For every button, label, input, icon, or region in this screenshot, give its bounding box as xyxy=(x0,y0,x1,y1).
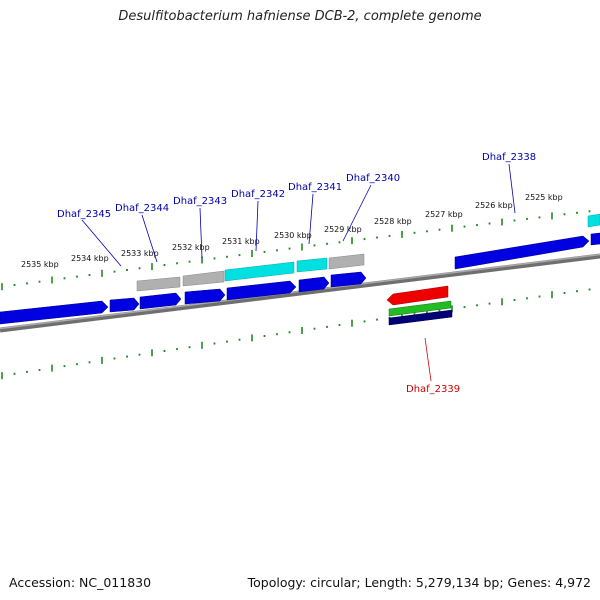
scale-label: 2533 kbp xyxy=(121,249,159,258)
cds-arrow[interactable] xyxy=(184,288,226,305)
scale-labels: 2535 kbp 2534 kbp 2533 kbp 2532 kbp 2531… xyxy=(21,193,563,269)
scale-label: 2527 kbp xyxy=(425,210,463,219)
gene-label-dhaf-2338[interactable]: Dhaf_2338 xyxy=(482,152,536,163)
scale-label: 2534 kbp xyxy=(71,254,109,263)
accession-text: Accession: NC_011830 xyxy=(9,575,152,590)
gene-labels: Dhaf_2345 Dhaf_2344 Dhaf_2343 Dhaf_2342 … xyxy=(57,152,536,395)
map-title: Desulfitobacterium hafniense DCB-2, comp… xyxy=(118,9,482,24)
cds-arrow[interactable] xyxy=(109,297,140,313)
label-leaders xyxy=(81,163,516,382)
reverse-features xyxy=(386,285,453,326)
cds-arrow[interactable] xyxy=(454,235,590,270)
gene-label-dhaf-2343[interactable]: Dhaf_2343 xyxy=(173,196,227,207)
gene-label-dhaf-2339[interactable]: Dhaf_2339 xyxy=(406,384,460,395)
gene-label-dhaf-2340[interactable]: Dhaf_2340 xyxy=(346,173,400,184)
scale-label: 2532 kbp xyxy=(172,243,210,252)
cds-arrow[interactable] xyxy=(298,276,330,293)
outer-scale xyxy=(1,210,591,291)
scale-label: 2530 kbp xyxy=(274,231,312,240)
navy-feature[interactable] xyxy=(388,309,453,326)
scale-label: 2526 kbp xyxy=(475,201,513,210)
cds-arrow[interactable] xyxy=(330,271,367,288)
gene-label-dhaf-2344[interactable]: Dhaf_2344 xyxy=(115,203,169,214)
scale-label: 2529 kbp xyxy=(324,225,362,234)
rna-feature[interactable] xyxy=(587,213,600,228)
genome-summary: Topology: circular; Length: 5,279,134 bp… xyxy=(247,575,591,590)
green-feature[interactable] xyxy=(388,300,452,317)
rna-feature[interactable] xyxy=(296,257,328,273)
gene-label-dhaf-2342[interactable]: Dhaf_2342 xyxy=(231,189,285,200)
rna-features xyxy=(224,213,600,282)
gene-features xyxy=(136,253,365,292)
scale-label: 2525 kbp xyxy=(525,193,563,202)
cds-arrow[interactable] xyxy=(0,300,109,325)
red-feature[interactable] xyxy=(386,285,449,306)
rna-feature[interactable] xyxy=(224,261,295,282)
cds-arrow[interactable] xyxy=(139,292,182,310)
scale-label: 2535 kbp xyxy=(21,260,59,269)
scale-label: 2528 kbp xyxy=(374,217,412,226)
gene-label-dhaf-2345[interactable]: Dhaf_2345 xyxy=(57,209,111,220)
gene-feature[interactable] xyxy=(136,276,181,292)
cds-features xyxy=(0,232,600,325)
gene-feature[interactable] xyxy=(328,253,365,270)
gene-feature[interactable] xyxy=(182,270,225,287)
scale-label: 2531 kbp xyxy=(222,237,260,246)
gene-label-dhaf-2341[interactable]: Dhaf_2341 xyxy=(288,182,342,193)
cds-arrow[interactable] xyxy=(226,280,297,301)
cds-arrow[interactable] xyxy=(590,232,600,246)
